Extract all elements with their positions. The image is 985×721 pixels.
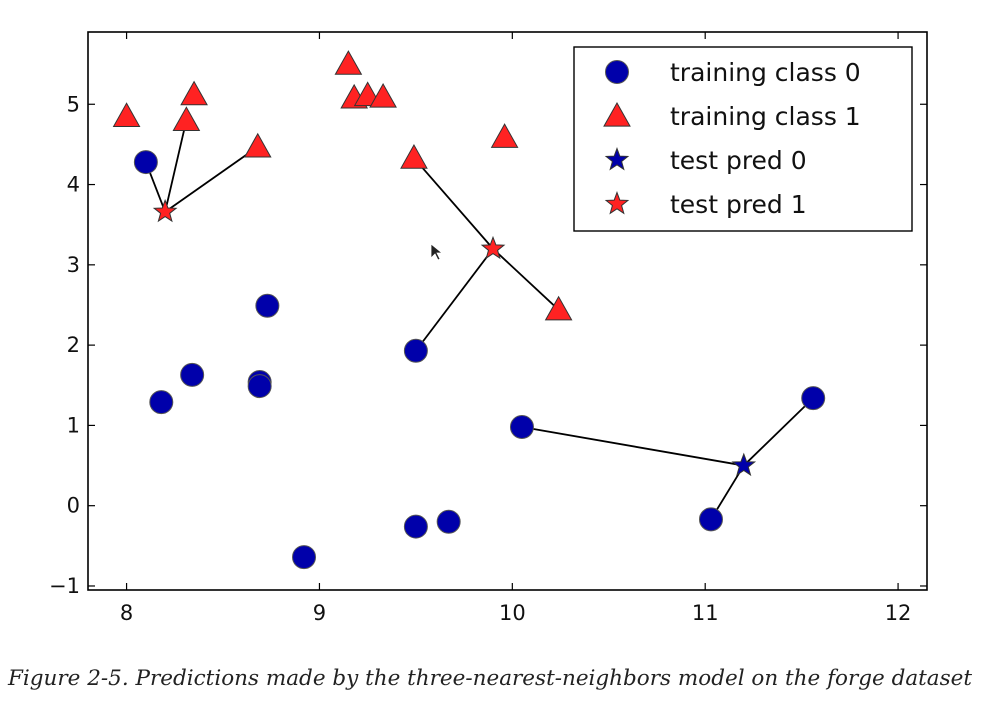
training-class-0-point [247, 374, 272, 399]
training-class-0-point [509, 415, 534, 440]
training-class-1-point [544, 295, 573, 321]
legend-marker-test-pred-0 [604, 147, 630, 171]
x-tick-label: 12 [885, 601, 912, 625]
x-tick-label: 9 [313, 601, 326, 625]
training-class-0-point [801, 386, 826, 411]
legend-label-test-pred-0: test pred 0 [670, 146, 807, 175]
test-pred-1-point [152, 198, 178, 223]
y-tick-label: 0 [67, 494, 80, 518]
training-class-0-point [698, 507, 723, 532]
neighbor-links [145, 120, 814, 520]
training-class-0-point [403, 514, 428, 539]
y-tick-label: 3 [67, 253, 80, 277]
legend: training class 0 training class 1 test pre… [573, 46, 913, 232]
legend-label-test-pred-1: test pred 1 [670, 190, 807, 219]
neighbor-link-line [521, 426, 744, 467]
y-tick-label: 5 [67, 92, 80, 116]
mouse-cursor-icon [430, 243, 444, 261]
training-class-0-point [436, 509, 461, 534]
training-class-1-point [243, 132, 272, 158]
y-tick-label: 1 [67, 413, 80, 437]
training-class-1-point [112, 102, 141, 127]
legend-label-training-class-1: training class 1 [670, 102, 861, 131]
x-tick-label: 8 [120, 601, 133, 625]
neighbor-link-line [164, 120, 188, 213]
test-pred-0-point [731, 452, 757, 477]
neighbor-link-line [164, 146, 259, 213]
neighbor-link-line [415, 248, 494, 352]
figure-caption: Figure 2-5. Predictions made by the thre… [8, 666, 973, 691]
training-class-1-point [172, 106, 201, 131]
training-class-0-point [255, 293, 280, 318]
training-class-1-point [369, 83, 397, 108]
data-points [112, 50, 826, 570]
legend-marker-training-class-1 [603, 101, 631, 127]
legend-frame [573, 46, 913, 232]
training-class-0-point [292, 545, 317, 570]
training-class-1-point [334, 50, 363, 75]
training-class-0-point [403, 338, 428, 363]
training-class-1-point [400, 144, 428, 169]
training-class-1-point [180, 80, 208, 106]
test-pred-1-point [480, 235, 506, 260]
training-class-0-point [180, 362, 205, 387]
training-class-1-point [490, 123, 519, 148]
y-tick-label: 4 [67, 173, 80, 197]
training-class-0-point [133, 150, 158, 175]
neighbor-link-line [413, 157, 494, 250]
y-tick-label: 2 [67, 333, 80, 357]
neighbor-link-line [492, 248, 560, 311]
legend-marker-training-class-0 [605, 60, 629, 84]
legend-label-training-class-0: training class 0 [670, 58, 861, 87]
legend-marker-test-pred-1 [604, 191, 630, 215]
x-tick-label: 11 [692, 601, 719, 625]
x-tick-label: 10 [499, 601, 526, 625]
training-class-0-point [149, 390, 174, 415]
neighbor-link-line [743, 397, 814, 467]
y-tick-label: −1 [49, 574, 80, 598]
